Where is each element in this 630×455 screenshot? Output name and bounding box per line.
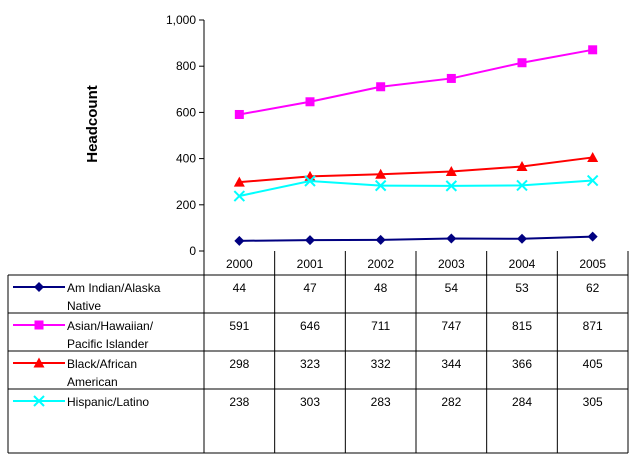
data-point [586, 174, 599, 187]
x-tick-label: 2005 [579, 257, 606, 271]
data-point [376, 82, 386, 92]
data-label: 871 [583, 319, 603, 333]
data-label: 284 [512, 395, 532, 409]
data-label: 238 [229, 395, 249, 409]
data-label: 47 [303, 281, 317, 295]
data-label: 298 [229, 357, 249, 371]
data-point [33, 357, 45, 368]
data-point-stroke [374, 179, 387, 192]
data-label: 283 [371, 395, 391, 409]
data-label: 747 [441, 319, 461, 333]
data-point [587, 231, 598, 242]
data-point [587, 151, 599, 162]
legend-label: Native [67, 299, 101, 313]
data-point [516, 160, 528, 171]
series-line [239, 156, 593, 184]
x-tick-label: 2001 [297, 257, 324, 271]
series-line [239, 179, 593, 198]
y-tick-label: 0 [189, 244, 196, 258]
data-label: 305 [583, 395, 603, 409]
data-point [304, 175, 316, 187]
data-point [517, 58, 527, 68]
data-point [588, 45, 598, 55]
data-point [445, 180, 458, 192]
data-point-stroke [516, 179, 528, 192]
legend-label: Pacific Islander [67, 337, 148, 351]
y-tick-label: 800 [176, 59, 196, 73]
legend-label: Asian/Hawaiian/ [67, 319, 154, 333]
data-point [34, 282, 44, 292]
legend-label: Hispanic/Latino [67, 395, 149, 409]
x-tick-label: 2004 [509, 257, 536, 271]
data-point [516, 179, 528, 192]
data-label: 591 [229, 319, 249, 333]
data-label: 344 [441, 357, 461, 371]
axes: 0 200 400 600 800 1,000 [166, 13, 205, 258]
data-point [445, 166, 457, 177]
data-point-stroke [233, 190, 246, 202]
x-tick-label: 2002 [367, 257, 394, 271]
series-0 [234, 231, 598, 246]
series-1 [234, 45, 598, 119]
data-point [517, 233, 527, 244]
data-point-stroke [445, 180, 458, 192]
data-point [375, 234, 386, 245]
legend-label: Black/African [67, 357, 137, 371]
data-point [34, 320, 44, 330]
data-point [233, 176, 245, 187]
data-point [33, 395, 45, 407]
x-tick-label: 2000 [226, 257, 253, 271]
data-point [374, 179, 387, 192]
plot-area [233, 45, 599, 246]
x-tick-label: 2003 [438, 257, 465, 271]
series-3 [233, 174, 599, 202]
data-label: 62 [586, 281, 600, 295]
data-point [234, 235, 245, 246]
y-tick-label: 600 [176, 105, 196, 119]
legend-label: American [67, 375, 118, 389]
data-point [305, 235, 315, 246]
data-label: 323 [300, 357, 320, 371]
data-point [234, 109, 244, 119]
data-label: 282 [441, 395, 461, 409]
data-label: 48 [374, 281, 388, 295]
data-point [446, 73, 456, 83]
data-label: 53 [515, 281, 529, 295]
y-axis-title-group: Headcount [84, 85, 101, 163]
data-point-stroke [586, 174, 599, 187]
data-point [233, 190, 246, 202]
data-label: 332 [371, 357, 391, 371]
y-tick-label: 400 [176, 152, 196, 166]
data-point [375, 168, 387, 179]
data-table: 2000 2001 2002 2003 2004 2005 Am Indian/Alaska… [7, 251, 629, 454]
series-line [239, 235, 593, 242]
data-label: 44 [233, 281, 247, 295]
y-tick-label: 200 [176, 198, 196, 212]
legend-label: Am Indian/Alaska [67, 281, 161, 295]
data-label: 54 [445, 281, 459, 295]
data-label: 405 [583, 357, 603, 371]
data-label: 646 [300, 319, 320, 333]
data-point-stroke [33, 395, 45, 407]
data-label: 303 [300, 395, 320, 409]
series-2 [233, 151, 599, 187]
data-point-stroke [304, 175, 316, 187]
data-label: 815 [512, 319, 532, 333]
y-tick-label: 1,000 [166, 13, 196, 27]
y-axis-title: Headcount [84, 85, 101, 163]
data-point [446, 233, 457, 244]
series-line [239, 48, 593, 116]
data-label: 366 [512, 357, 532, 371]
data-label: 711 [371, 319, 390, 333]
data-point [305, 97, 315, 107]
